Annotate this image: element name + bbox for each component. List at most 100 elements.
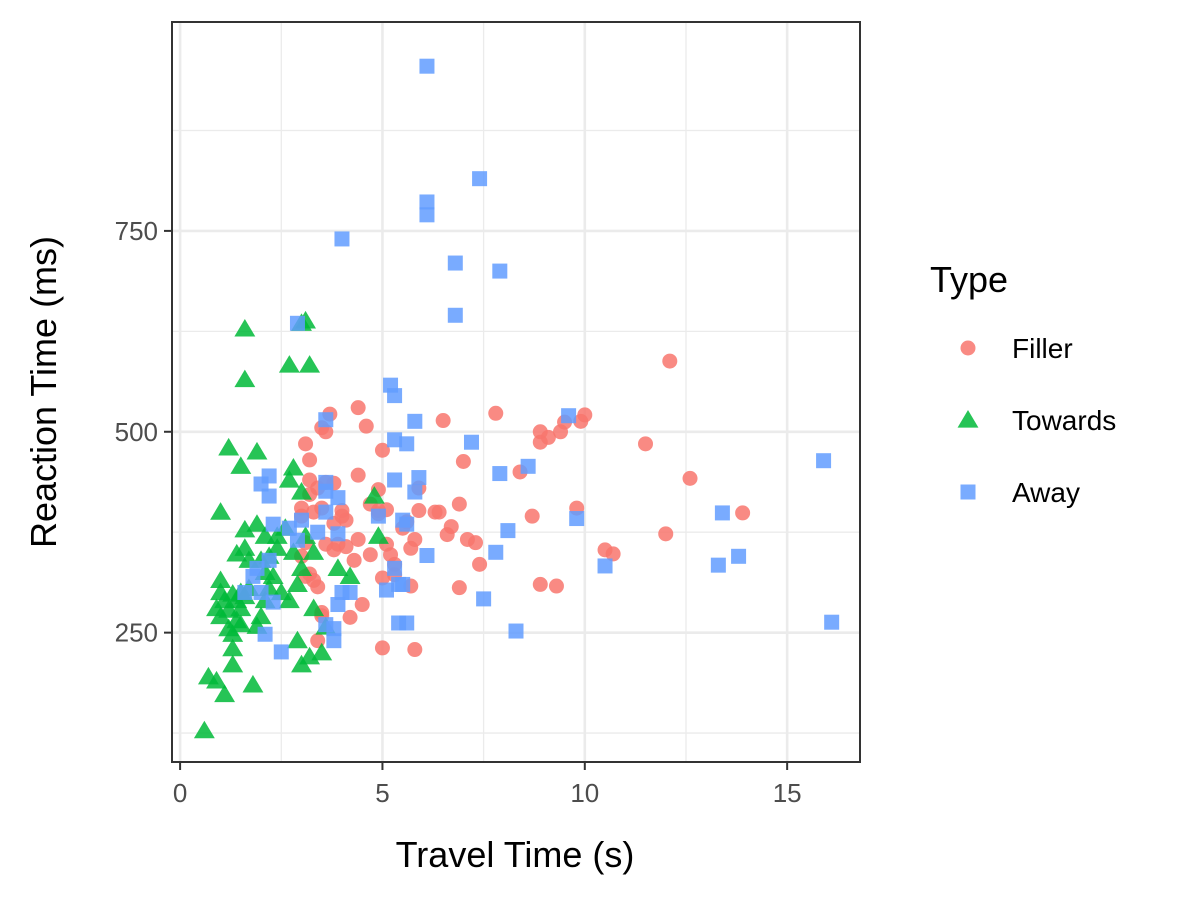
away-point [399, 516, 415, 532]
away-point [569, 511, 585, 527]
y-axis-title: Reaction Time (ms) [23, 236, 64, 548]
towards-point [242, 674, 264, 693]
y-axis: 250 500 750 [115, 216, 172, 648]
away-point [399, 615, 415, 631]
towards-point [287, 574, 308, 593]
towards-point [234, 519, 256, 538]
panel-border [171, 21, 861, 763]
away-point [253, 476, 269, 492]
filler-point [302, 452, 318, 468]
away-point [253, 584, 269, 600]
away-point [387, 560, 403, 576]
x-tick-label: 5 [375, 778, 389, 808]
towards-point [367, 526, 389, 544]
towards-point [291, 482, 312, 500]
towards-point [246, 441, 268, 460]
away-point [419, 207, 435, 223]
towards-point [311, 642, 333, 661]
away-point [500, 523, 516, 539]
away-point [387, 432, 403, 448]
filler-point [431, 504, 447, 520]
legend-title: Type [930, 259, 1008, 300]
away-point [330, 490, 346, 506]
towards-point [206, 670, 227, 689]
filler-point [350, 467, 366, 483]
away-point [419, 58, 435, 74]
towards-point [210, 570, 232, 589]
towards-point [278, 355, 300, 373]
away-point [273, 644, 289, 660]
away-point [387, 472, 403, 488]
towards-point [250, 606, 272, 625]
away-point [378, 582, 394, 598]
towards-point [266, 538, 288, 556]
filler-point [342, 609, 358, 625]
away-point [731, 548, 747, 564]
legend-item-towards: Towards [957, 405, 1116, 436]
filler-point [374, 570, 390, 586]
legend-label: Towards [1012, 405, 1116, 436]
towards-point [222, 654, 244, 673]
towards-point [327, 558, 349, 576]
filler-point [451, 580, 467, 596]
towards-point [278, 470, 300, 488]
panel-background [172, 22, 860, 762]
legend-label: Filler [1012, 333, 1073, 364]
filler-point [472, 556, 488, 572]
filler-point [306, 504, 322, 520]
away-point [411, 470, 427, 486]
filler-point [540, 429, 556, 445]
away-point [447, 307, 463, 323]
x-axis-title: Travel Time (s) [396, 834, 635, 875]
filler-point [298, 436, 314, 452]
towards-point [291, 558, 312, 576]
away-point [330, 597, 346, 613]
legend-items: Filler Towards Away [957, 333, 1116, 508]
legend-item-away: Away [960, 477, 1080, 508]
y-tick-label: 250 [115, 618, 158, 648]
away-point [261, 488, 277, 504]
away-point [561, 408, 577, 424]
away-point [370, 508, 386, 524]
away-point [245, 568, 261, 584]
filler-point [524, 508, 540, 524]
filler-point [577, 407, 593, 423]
away-point [281, 520, 297, 536]
towards-point [222, 638, 244, 657]
filler-point [488, 405, 504, 421]
filler-point [374, 442, 390, 458]
away-point [237, 584, 253, 600]
away-point [265, 594, 281, 610]
away-point [520, 458, 536, 474]
away-point [492, 466, 508, 482]
towards-point [246, 514, 268, 532]
y-tick-label: 750 [115, 216, 158, 246]
filler-point [407, 531, 423, 547]
towards-point [210, 582, 232, 601]
filler-point [605, 546, 621, 562]
towards-point [254, 526, 276, 544]
away-point [488, 544, 504, 560]
away-point [294, 512, 310, 528]
towards-point [282, 457, 304, 476]
legend-key-filler [960, 340, 976, 356]
towards-point [218, 437, 240, 456]
towards-point [282, 542, 304, 560]
away-point [334, 231, 350, 247]
series-away [237, 58, 840, 660]
filler-point [443, 519, 459, 535]
away-point [318, 504, 334, 520]
away-point [261, 552, 277, 568]
away-point [492, 263, 508, 279]
towards-point [363, 486, 385, 504]
filler-point [374, 640, 390, 656]
filler-point [318, 536, 334, 552]
data-points [193, 58, 840, 739]
filler-point [338, 512, 354, 528]
away-point [289, 315, 305, 331]
filler-point [451, 496, 467, 512]
towards-point [226, 610, 248, 629]
x-tick-label: 10 [570, 778, 599, 808]
towards-point [234, 369, 256, 388]
